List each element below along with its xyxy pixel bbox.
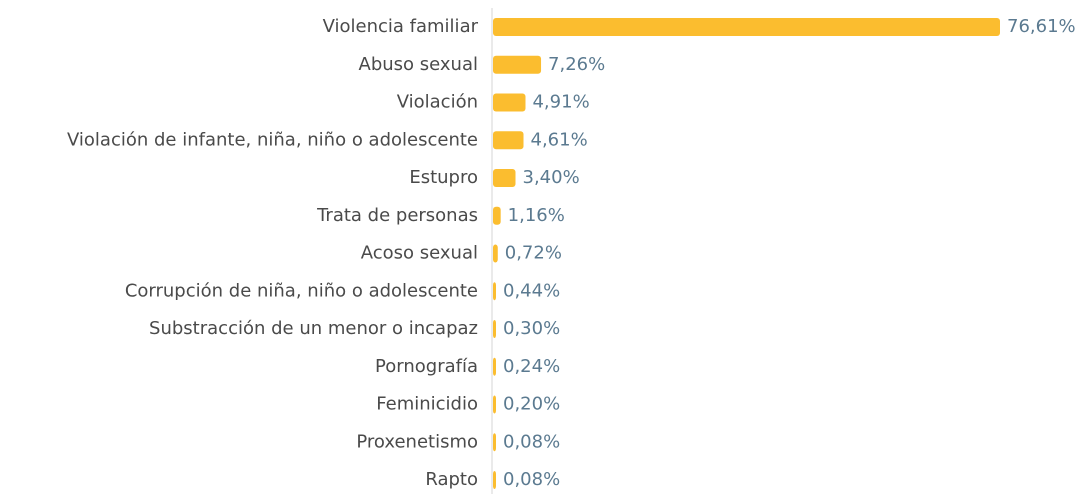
category-label: Pornografía xyxy=(375,356,478,377)
bar xyxy=(493,244,498,263)
category-label: Violación xyxy=(397,92,478,113)
bar xyxy=(493,282,496,301)
category-label: Rapto xyxy=(425,469,478,490)
bar xyxy=(493,131,524,150)
bar xyxy=(493,433,496,452)
value-label: 0,72% xyxy=(505,243,562,264)
value-label: 4,61% xyxy=(531,129,588,150)
value-label: 0,08% xyxy=(503,431,560,452)
value-label: 0,24% xyxy=(503,356,560,377)
bar xyxy=(493,395,496,414)
category-label: Substracción de un menor o incapaz xyxy=(149,318,478,339)
value-label: 76,61% xyxy=(1007,16,1076,37)
category-label: Violación de infante, niña, niño o adole… xyxy=(67,129,478,150)
category-label: Acoso sexual xyxy=(361,243,478,264)
value-label: 3,40% xyxy=(523,167,580,188)
value-label: 0,08% xyxy=(503,469,560,490)
bar xyxy=(493,169,516,187)
value-label: 7,26% xyxy=(548,54,605,75)
category-label: Feminicidio xyxy=(376,394,478,415)
value-label: 4,91% xyxy=(532,92,589,113)
bar xyxy=(493,18,1000,36)
value-label: 1,16% xyxy=(508,205,565,226)
bar xyxy=(493,93,526,112)
category-label: Estupro xyxy=(409,167,478,188)
bar xyxy=(493,206,501,225)
value-label: 0,20% xyxy=(503,394,560,415)
category-label: Abuso sexual xyxy=(359,54,479,75)
category-label: Proxenetismo xyxy=(356,431,478,452)
value-label: 0,44% xyxy=(503,280,560,301)
bar xyxy=(493,471,496,489)
category-label: Violencia familiar xyxy=(323,16,479,37)
category-label: Trata de personas xyxy=(316,205,478,226)
bar xyxy=(493,320,496,338)
category-label: Corrupción de niña, niño o adolescente xyxy=(125,280,478,301)
value-label: 0,30% xyxy=(503,318,560,339)
bar xyxy=(493,55,542,74)
bar xyxy=(493,357,496,376)
